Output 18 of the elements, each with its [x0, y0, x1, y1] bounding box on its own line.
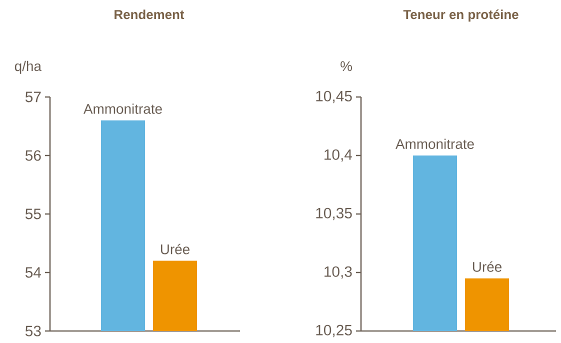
chart-title: Teneur en protéine — [403, 10, 518, 22]
chart-title: Rendement — [114, 10, 184, 20]
y-axis-title: % — [340, 61, 352, 72]
y-tick-label: 10,4 — [324, 149, 352, 162]
x-tick-label: Urée — [472, 261, 502, 272]
y-axis-title: q/ha — [14, 60, 42, 74]
x-tick-label: Urée — [160, 244, 190, 254]
y-tick-label: 55 — [25, 208, 41, 220]
y-tick-label: 10,3 — [324, 266, 352, 279]
y-tick-label: 10,25 — [316, 324, 352, 338]
x-tick-label: Ammonitrate — [396, 138, 474, 149]
y-tick-label: 10,45 — [316, 90, 352, 104]
y-tick-label: 53 — [25, 326, 41, 336]
y-tick-label: 57 — [25, 92, 41, 102]
x-tick-label: Ammonitrate — [84, 104, 162, 114]
y-tick-label: 54 — [25, 267, 42, 278]
y-tick-label: 56 — [25, 150, 41, 161]
y-tick-label: 10,35 — [316, 208, 352, 220]
